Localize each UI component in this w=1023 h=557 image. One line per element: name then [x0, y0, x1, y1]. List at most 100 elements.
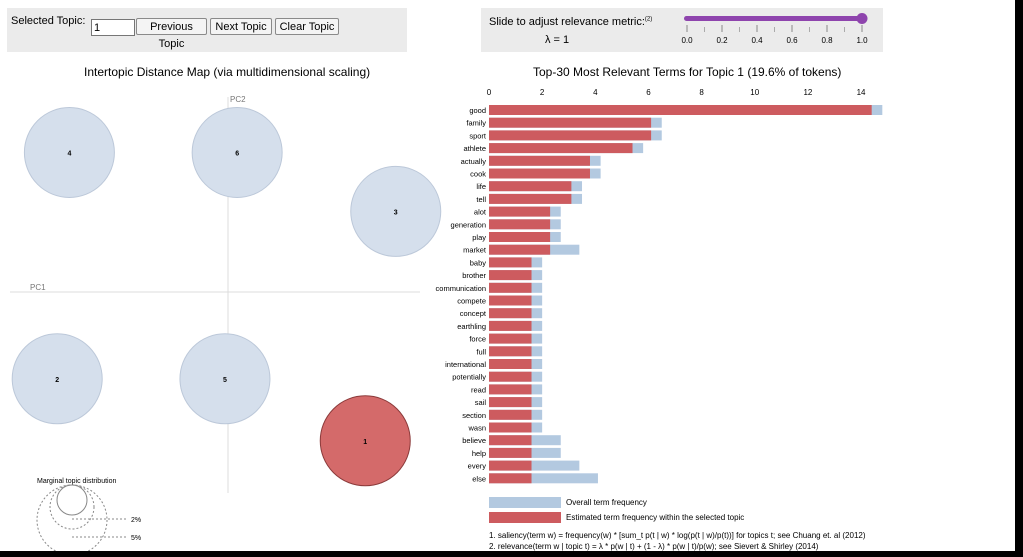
- term-label-market[interactable]: market: [463, 246, 487, 255]
- term-label-play[interactable]: play: [472, 233, 486, 242]
- term-label-actually[interactable]: actually: [461, 157, 487, 166]
- marginal-circle-large: [36, 484, 108, 551]
- bar-topic-athlete[interactable]: [489, 143, 633, 154]
- relevance-slider[interactable]: 0.0 0.2 0.4 0.6 0.8 1.0: [481, 8, 883, 52]
- term-label-family[interactable]: family: [466, 119, 486, 128]
- selected-topic-input[interactable]: [91, 19, 135, 36]
- term-label-read[interactable]: read: [471, 385, 486, 394]
- next-topic-button[interactable]: Next Topic: [210, 18, 272, 35]
- bar-topic-good[interactable]: [489, 105, 872, 115]
- bar-topic-international[interactable]: [489, 359, 532, 369]
- legend-estimated-swatch: [489, 512, 561, 523]
- term-label-communication[interactable]: communication: [436, 284, 486, 293]
- slider-track[interactable]: [684, 16, 862, 21]
- bar-topic-potentially[interactable]: [489, 371, 532, 382]
- term-label-brother[interactable]: brother: [462, 271, 486, 280]
- lambda-value-text: λ = 1: [545, 34, 570, 46]
- previous-topic-button[interactable]: Previous Topic: [136, 18, 207, 50]
- term-label-concept[interactable]: concept: [460, 309, 487, 318]
- topic-bubble-label-4: 4: [67, 151, 71, 158]
- topic-bubble-2[interactable]: [11, 333, 103, 425]
- x-tick-label: 10: [750, 88, 759, 97]
- pc2-axis-label: PC2: [230, 95, 246, 104]
- bar-topic-tell[interactable]: [489, 193, 572, 204]
- topic-bubble-label-3: 3: [394, 209, 398, 216]
- term-label-generation[interactable]: generation: [451, 220, 486, 229]
- slider-ticks: 0.0 0.2 0.4 0.6 0.8 1.0: [681, 25, 868, 45]
- window-edge-right: [1015, 0, 1023, 557]
- slider-tick-label: 0.0: [681, 36, 693, 45]
- term-label-sport[interactable]: sport: [469, 131, 487, 140]
- term-label-full[interactable]: full: [476, 347, 486, 356]
- bar-topic-generation[interactable]: [489, 219, 551, 230]
- slider-label: Slide to adjust relevance metric:(2): [489, 16, 653, 28]
- bar-topic-brother[interactable]: [489, 270, 532, 281]
- bar-topic-else[interactable]: [489, 473, 532, 484]
- slider-tick-label: 1.0: [856, 36, 868, 45]
- x-tick-label: 8: [699, 88, 704, 97]
- topic-bubble-5[interactable]: [179, 333, 271, 425]
- bar-topic-full[interactable]: [489, 346, 532, 357]
- slider-tick-label: 0.8: [821, 36, 833, 45]
- term-label-wasn[interactable]: wasn: [467, 424, 486, 433]
- clear-topic-button[interactable]: Clear Topic: [275, 18, 339, 35]
- topic-bubble-label-6: 6: [235, 151, 239, 158]
- term-label-force[interactable]: force: [469, 335, 486, 344]
- bar-topic-believe[interactable]: [489, 435, 532, 446]
- pc1-axis-label: PC1: [30, 283, 46, 292]
- bar-topic-life[interactable]: [489, 181, 572, 192]
- bar-topic-actually[interactable]: [489, 155, 590, 166]
- bar-topic-baby[interactable]: [489, 257, 532, 268]
- topic-bubble-3[interactable]: [350, 165, 442, 257]
- bar-topic-compete[interactable]: [489, 295, 532, 306]
- x-tick-label: 4: [593, 88, 598, 97]
- term-label-cook[interactable]: cook: [470, 170, 486, 179]
- topic-bubble-4[interactable]: [23, 107, 115, 198]
- bar-topic-cook[interactable]: [489, 168, 590, 179]
- intertopic-map-title: Intertopic Distance Map (via multidimens…: [84, 65, 371, 79]
- bar-topic-section[interactable]: [489, 409, 532, 420]
- term-label-international[interactable]: international: [445, 360, 486, 369]
- bar-topic-wasn[interactable]: [489, 422, 532, 433]
- window-edge-bottom: [0, 551, 1023, 557]
- selected-topic-label: Selected Topic:: [11, 15, 86, 27]
- bar-topic-earthling[interactable]: [489, 320, 532, 331]
- term-label-sail[interactable]: sail: [475, 398, 487, 407]
- top-terms-bar-chart: 0 2 4 6 8 10 12 14 good family sport athlete actual…: [436, 88, 883, 484]
- term-label-section[interactable]: section: [462, 411, 486, 420]
- footnote-relevance: 2. relevance(term w | topic t) = λ * p(w…: [489, 542, 819, 551]
- term-label-every[interactable]: every: [468, 462, 487, 471]
- bar-topic-every[interactable]: [489, 460, 532, 471]
- term-label-baby[interactable]: baby: [470, 258, 487, 267]
- term-label-good[interactable]: good: [469, 106, 486, 115]
- bar-topic-market[interactable]: [489, 244, 551, 255]
- bar-topic-help[interactable]: [489, 447, 532, 458]
- term-label-life[interactable]: life: [476, 182, 486, 191]
- bar-topic-read[interactable]: [489, 384, 532, 395]
- bar-topic-alot[interactable]: [489, 206, 551, 217]
- term-label-else[interactable]: else: [472, 474, 486, 483]
- term-label-earthling[interactable]: earthling: [457, 322, 486, 331]
- x-tick-label: 0: [487, 88, 492, 97]
- intertopic-distance-map: PC2 PC1 1 2 3 4 5 6 Marginal topic distributi…: [10, 95, 442, 551]
- bar-topic-sail[interactable]: [489, 397, 532, 408]
- term-label-alot[interactable]: alot: [474, 208, 487, 217]
- term-label-potentially[interactable]: potentially: [452, 373, 486, 382]
- term-label-believe[interactable]: believe: [462, 436, 486, 445]
- slider-tick-label: 0.4: [751, 36, 763, 45]
- term-label-athlete[interactable]: athlete: [463, 144, 486, 153]
- bar-topic-sport[interactable]: [489, 130, 652, 141]
- term-label-help[interactable]: help: [472, 449, 486, 458]
- bar-topic-communication[interactable]: [489, 282, 532, 293]
- term-label-compete[interactable]: compete: [457, 297, 486, 306]
- term-label-tell[interactable]: tell: [476, 195, 486, 204]
- marginal-circle-medium: [49, 484, 95, 530]
- bar-topic-concept[interactable]: [489, 308, 532, 319]
- topic-bubble-1[interactable]: [319, 395, 411, 487]
- bar-topic-family[interactable]: [489, 117, 652, 128]
- bar-topic-force[interactable]: [489, 333, 532, 344]
- slider-thumb[interactable]: [856, 13, 868, 24]
- topic-control-panel: Selected Topic: Previous Topic Next Topi…: [7, 8, 407, 52]
- topic-bubble-6[interactable]: [191, 107, 283, 198]
- bar-topic-play[interactable]: [489, 232, 551, 242]
